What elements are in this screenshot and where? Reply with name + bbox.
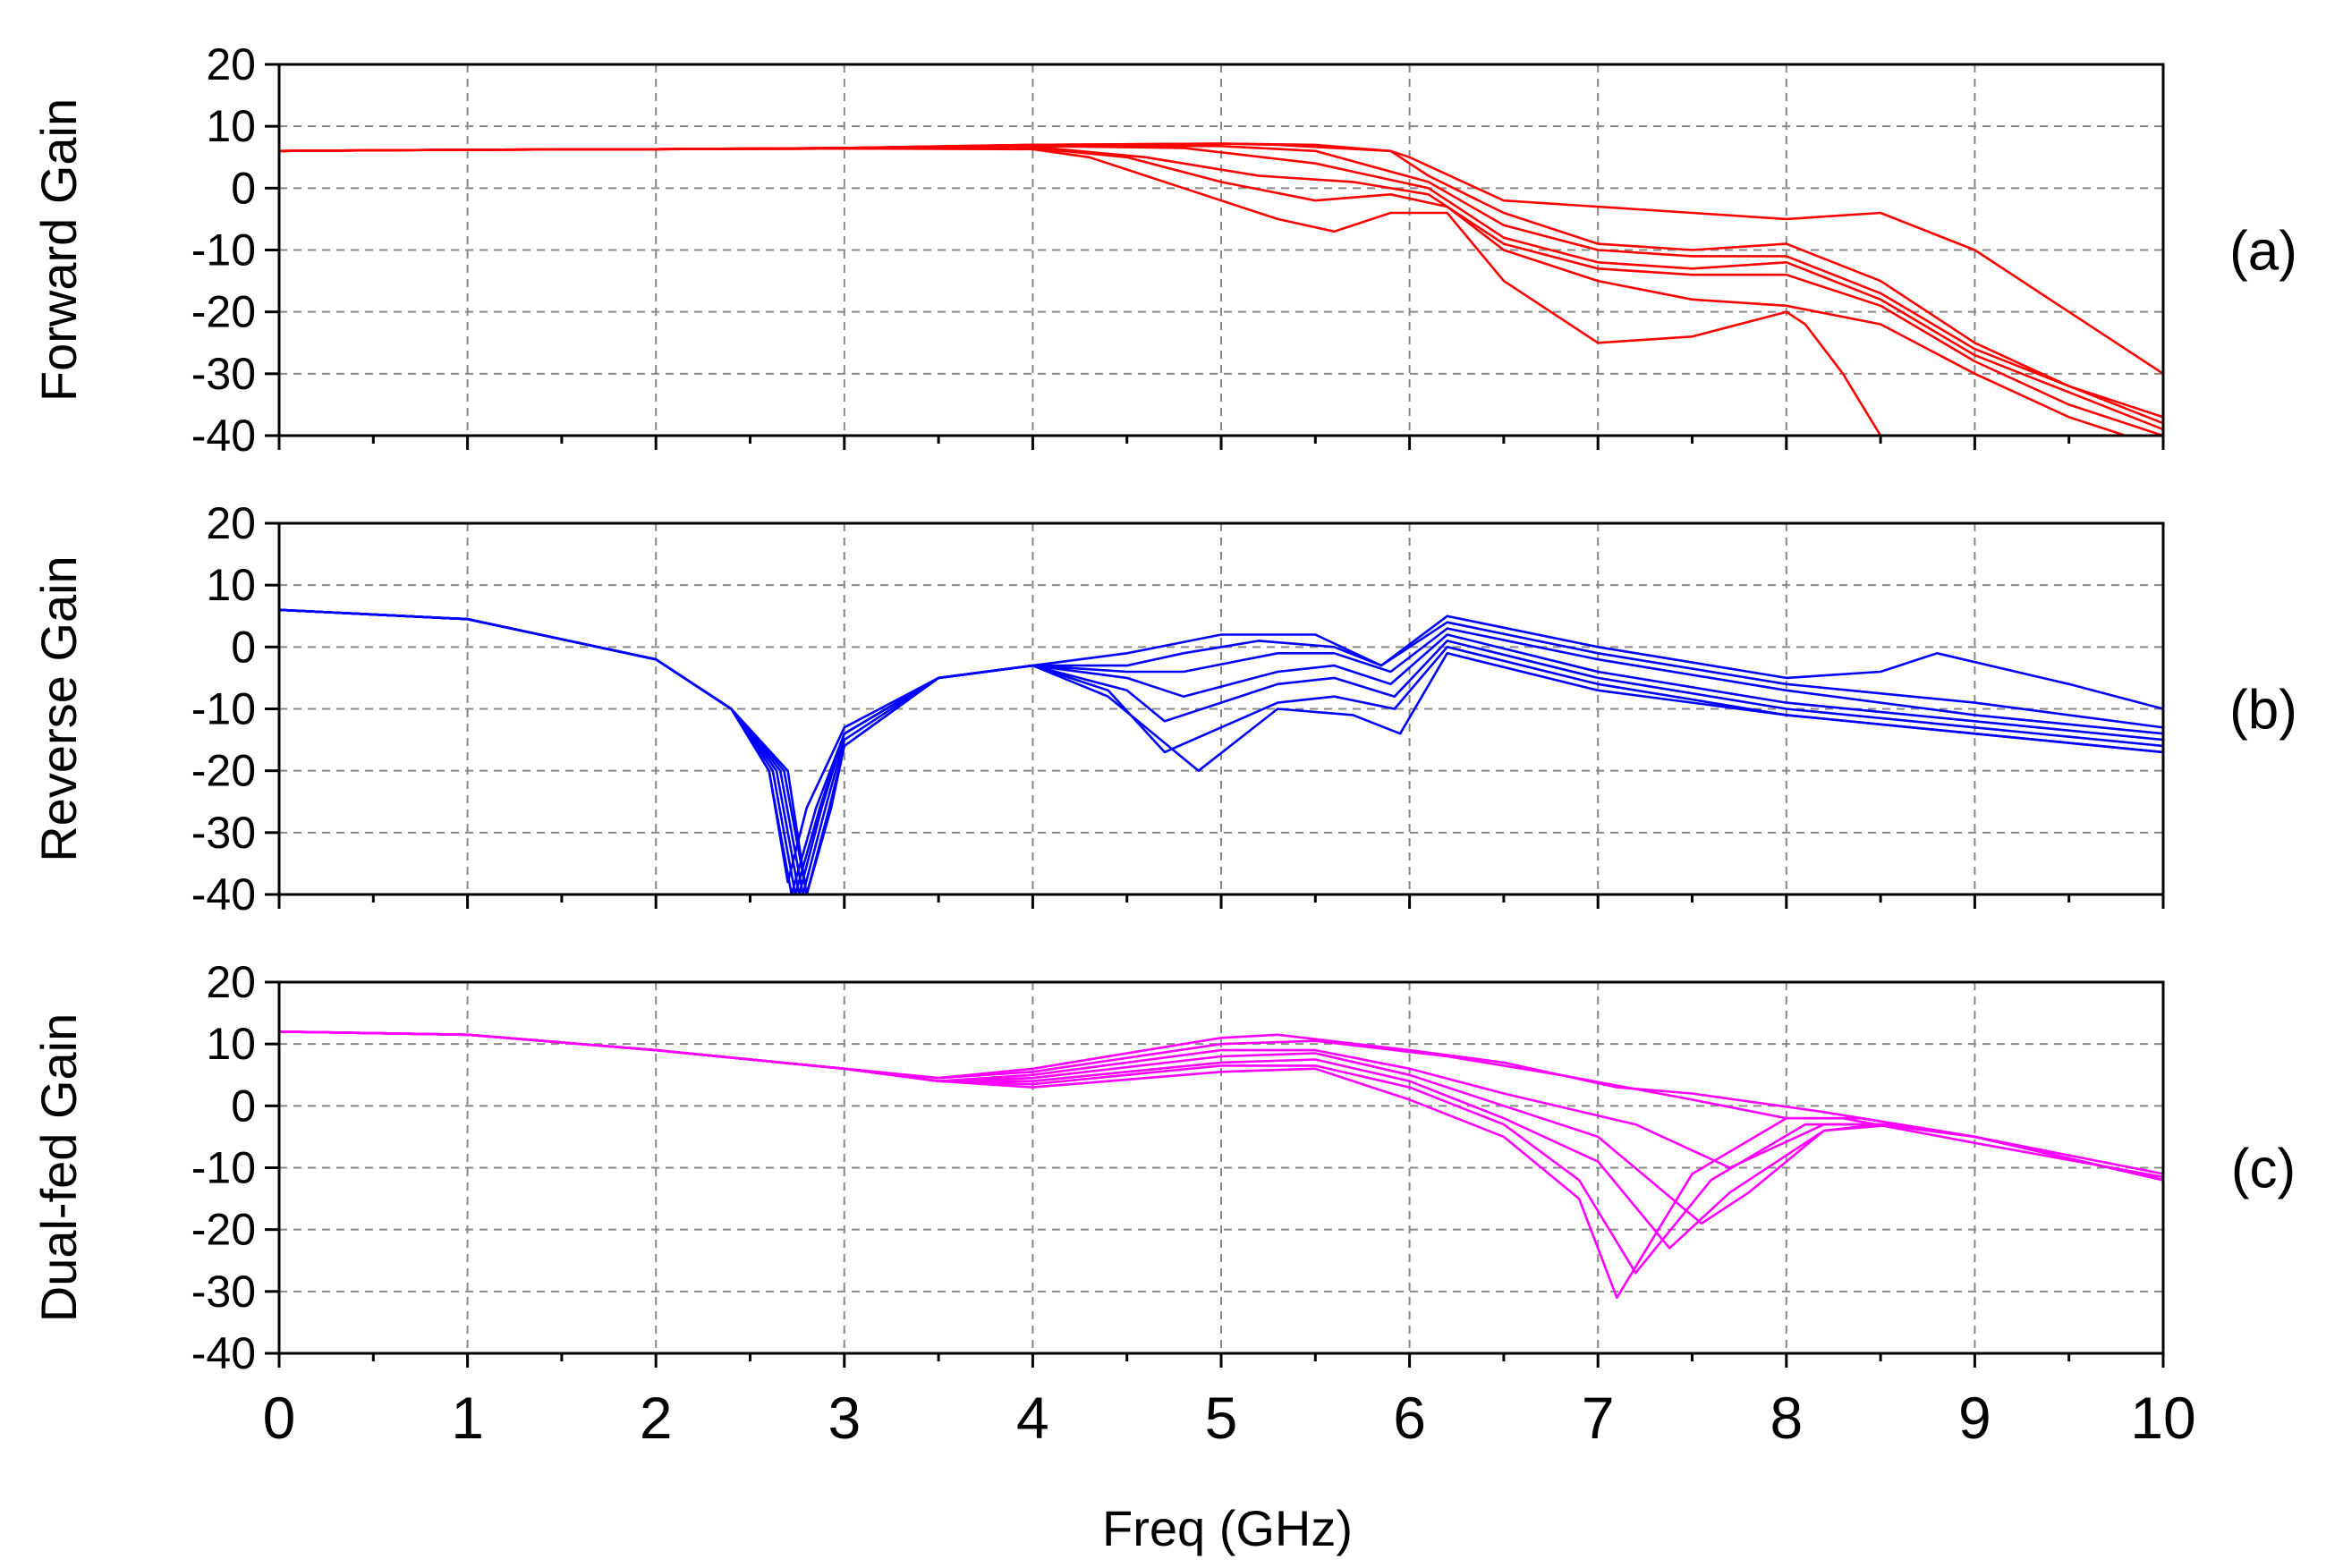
panel-b-ytick-label: -10 [191,684,256,734]
panel-b-ytick-label: -20 [191,746,256,796]
panel-a-ytick-label: -10 [191,225,256,275]
panel-b-series-7 [279,608,2163,894]
panel-a-ytick-label: 20 [206,39,256,89]
panel-a-ytick-label: -30 [191,349,256,399]
x-tick-label: 9 [1958,1385,1991,1451]
panel-c-ytick-labels: 20 10 0 -10 -20 -30 -40 [191,957,256,1378]
panel-b-tag: (b) [2229,680,2297,742]
panel-c-series-7 [279,1030,2163,1300]
panel-c-ylabel: Dual-fed Gain [30,1013,87,1323]
x-tick-label: 6 [1393,1385,1426,1451]
panel-b: 20 10 0 -10 -20 -30 -40 Reverse Gain (b) [30,498,2297,920]
x-tick-label: 5 [1205,1385,1238,1451]
panel-a-tag: (a) [2229,221,2297,283]
panel-c-ytick-label: -30 [191,1267,256,1317]
panel-b-curves [279,608,2163,894]
panel-c-tag: (c) [2231,1139,2296,1200]
x-tick-label: 0 [263,1385,296,1451]
panel-b-ylabel: Reverse Gain [30,555,87,861]
panel-a-ytick-label: -40 [191,411,256,461]
panel-c-ytick-label: 20 [206,957,256,1007]
x-tick-label: 3 [828,1385,861,1451]
panel-b-ytick-label: 20 [206,498,256,548]
panel-a-ytick-label: 0 [231,163,256,213]
panel-a-grid [279,64,2163,436]
x-tick-label: 8 [1770,1385,1803,1451]
panel-a-ytick-label: -20 [191,287,256,337]
panel-a: 20 10 0 -10 -20 -30 -40 Forward Gain (a) [30,39,2297,461]
x-tick-label: 7 [1582,1385,1615,1451]
panel-c-ytick-label: -20 [191,1205,256,1255]
panel-c-series-6 [279,1030,2163,1275]
panel-c-curves [279,1030,2163,1300]
x-tick-labels: 0 1 2 3 4 5 6 7 8 9 10 [263,1385,2196,1451]
panel-b-ticks [265,521,2165,909]
panel-b-grid [279,523,2163,894]
panel-b-ytick-label: 0 [231,622,256,672]
panel-a-ylabel: Forward Gain [30,98,87,402]
panel-a-series-5 [279,145,2163,436]
x-tick-label: 10 [2130,1385,2195,1451]
panel-a-ticks [265,63,2165,450]
panel-c: 20 10 0 -10 -20 -30 -40 Dual-fed Gain (c) [30,957,2296,1378]
panel-a-series-7 [279,147,1882,436]
panel-b-ytick-labels: 20 10 0 -10 -20 -30 -40 [191,498,256,920]
x-tick-label: 1 [451,1385,484,1451]
panel-c-ticks [265,980,2165,1368]
x-tick-label: 4 [1016,1385,1049,1451]
panel-c-ytick-label: 10 [206,1019,256,1069]
panel-a-curves [279,142,2163,436]
panel-c-ytick-label: -40 [191,1328,256,1378]
x-tick-label: 2 [640,1385,673,1451]
panel-c-ytick-label: -10 [191,1143,256,1193]
panel-c-ytick-label: 0 [231,1081,256,1131]
x-axis-title: Freq (GHz) [1102,1500,1353,1556]
panel-b-ytick-label: -30 [191,808,256,858]
panel-b-ytick-label: -40 [191,869,256,920]
panel-a-ytick-label: 10 [206,101,256,151]
panel-b-ytick-label: 10 [206,560,256,610]
panel-a-ytick-labels: 20 10 0 -10 -20 -30 -40 [191,39,256,461]
